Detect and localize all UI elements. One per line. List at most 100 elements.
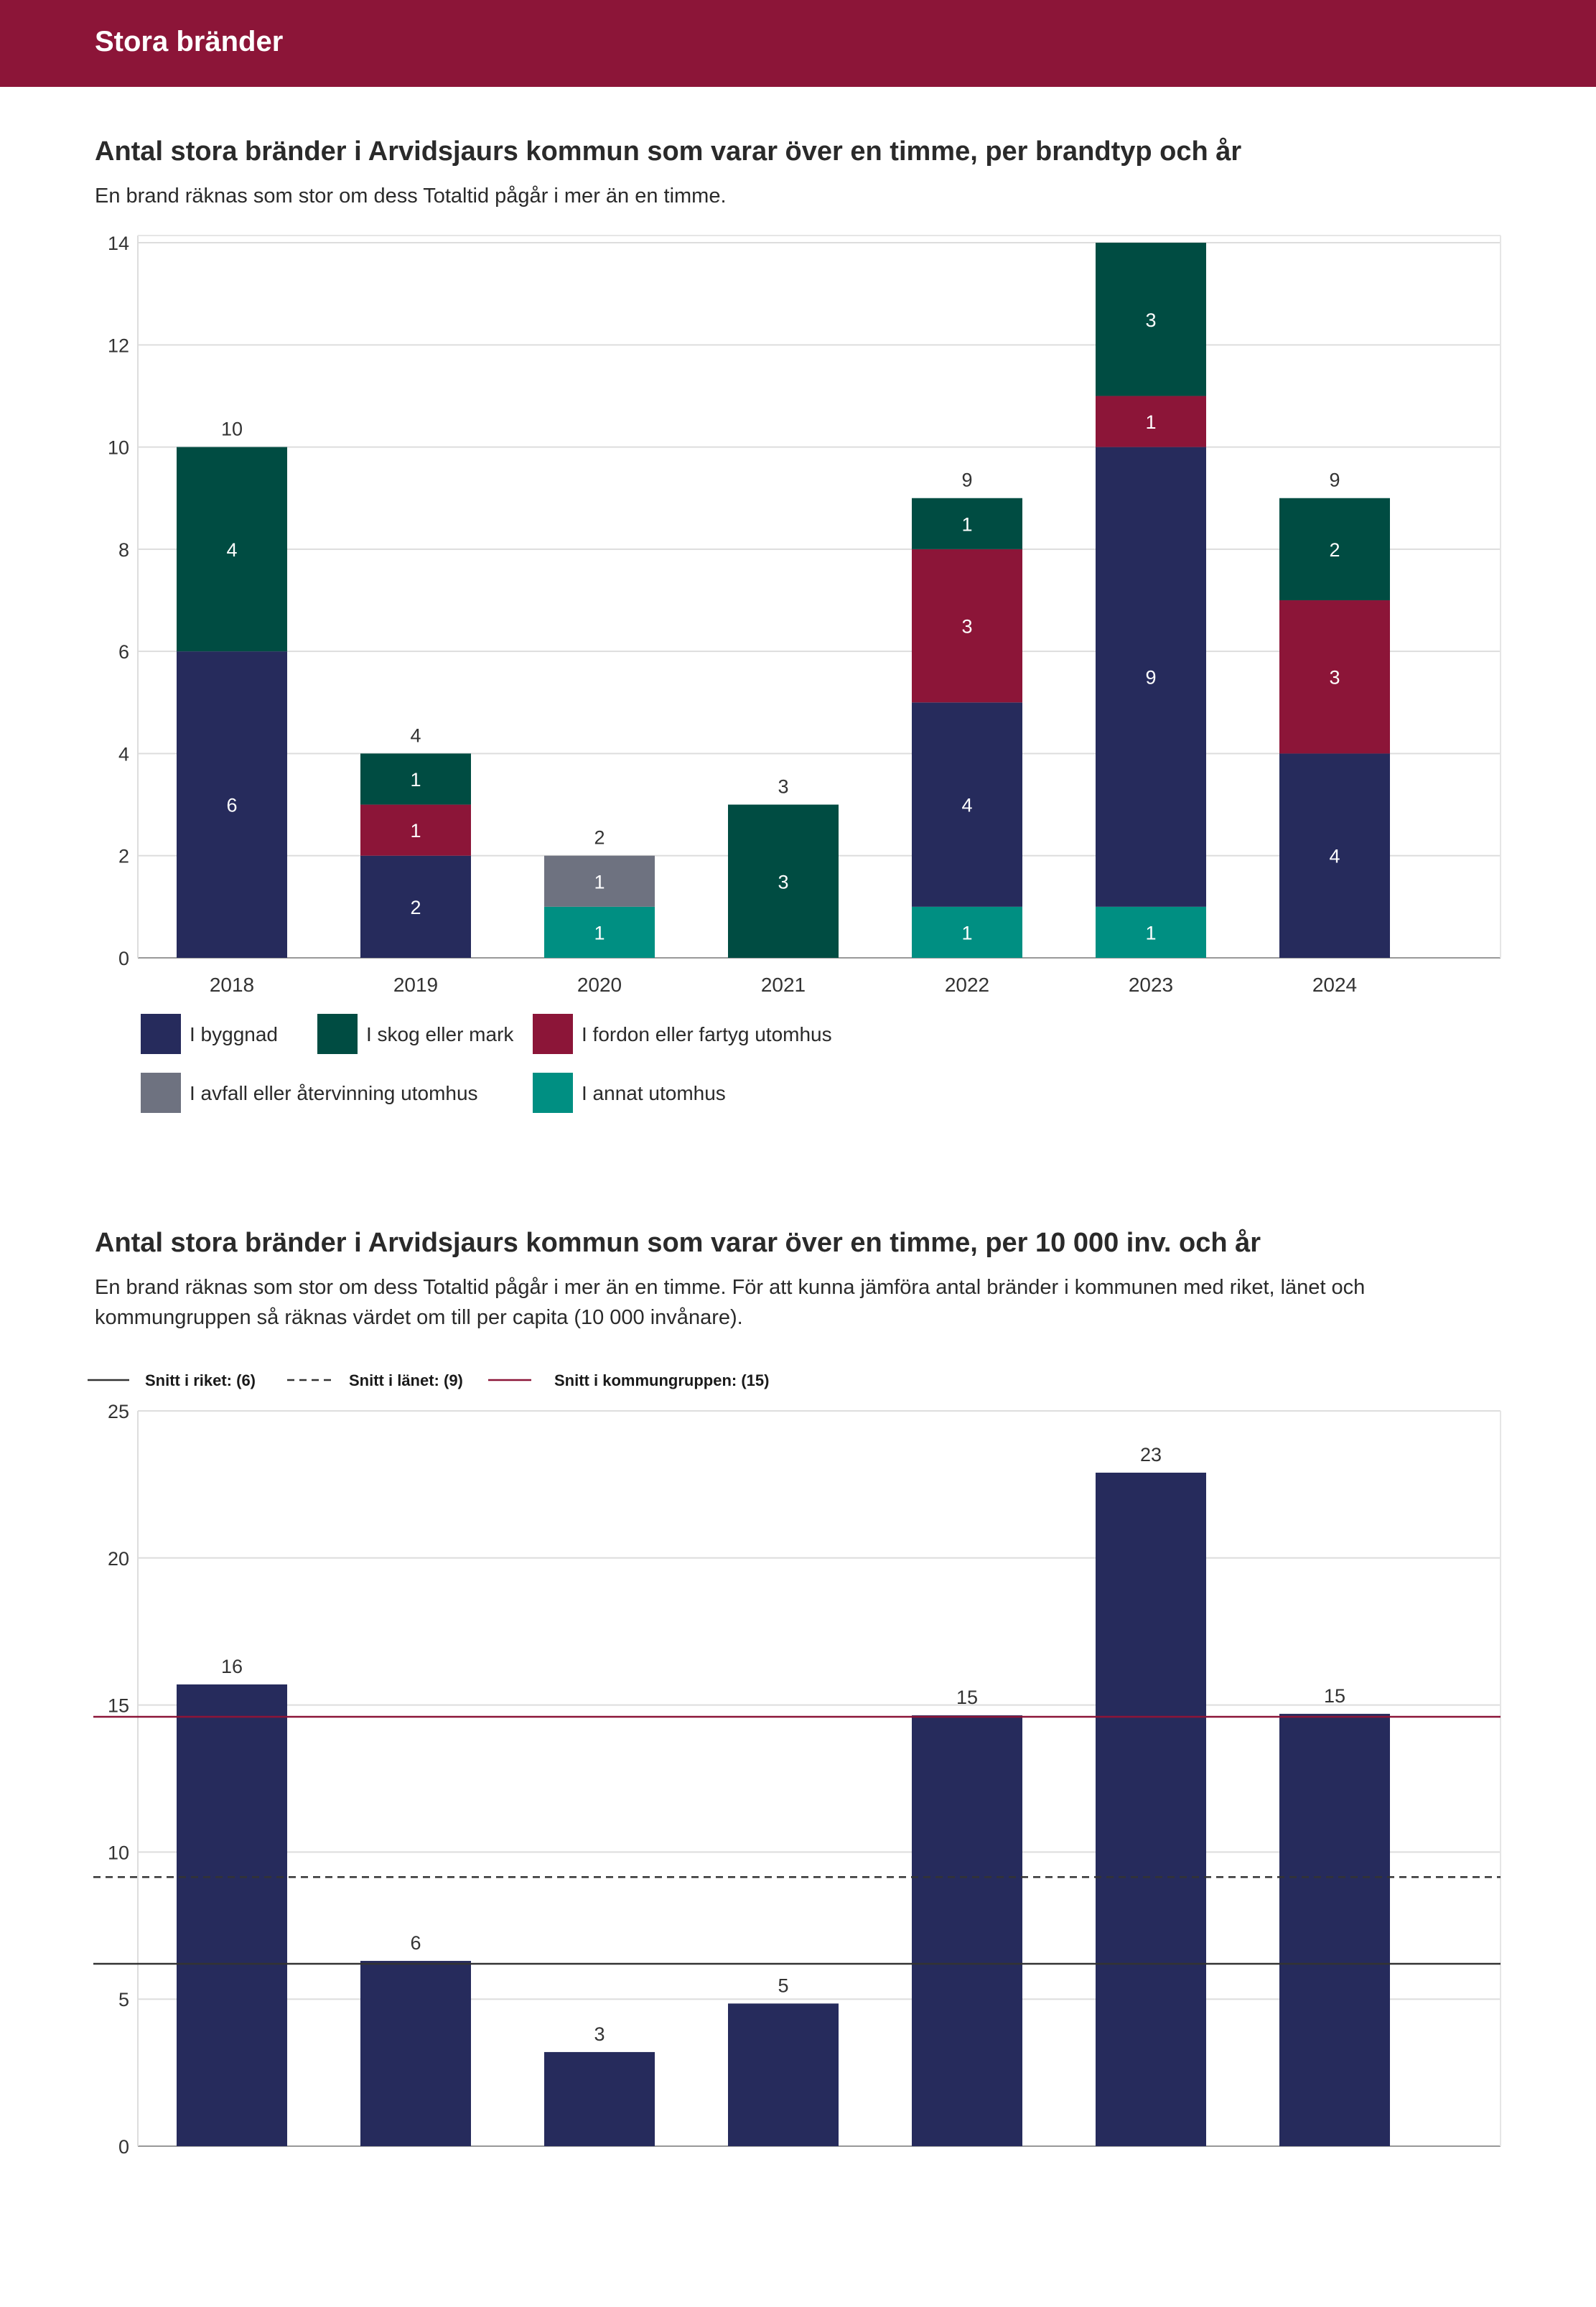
chart1-y-tick-label: 14	[108, 233, 129, 254]
chart1-segment-label: 3	[961, 616, 972, 638]
chart1-segment-label: 4	[1329, 846, 1340, 867]
chart1-y-tick-label: 4	[118, 743, 129, 765]
chart1-bar-segment	[360, 855, 471, 958]
chart2-value-label: 3	[594, 2023, 605, 2045]
chart2-value-label: 23	[1140, 1444, 1162, 1465]
chart1-y-tick-label: 10	[108, 437, 129, 459]
chart2-value-label: 15	[1324, 1685, 1345, 1707]
chart1-total-label: 2	[594, 827, 605, 849]
chart1-segment-label: 3	[1329, 667, 1340, 689]
chart2-y-tick-label: 20	[108, 1548, 129, 1570]
chart1-segment-label: 1	[1145, 922, 1156, 943]
chart1-total-label: 10	[221, 419, 243, 440]
chart2-bar	[912, 1715, 1022, 2146]
chart2-bar	[1279, 1713, 1390, 2146]
chart1-segment-label: 2	[1329, 539, 1340, 561]
chart1-bar-segment	[177, 447, 287, 652]
chart1-svg: 0246810121464102018211420191122020332021…	[108, 233, 1501, 1113]
chart1-bar-segment	[1279, 753, 1390, 958]
chart1-bar-segment	[1279, 600, 1390, 754]
chart1-legend-swatch	[533, 1014, 573, 1054]
chart1-legend-swatch	[141, 1014, 181, 1054]
chart1-y-tick-label: 12	[108, 335, 129, 356]
chart2-y-tick-label: 10	[108, 1842, 129, 1863]
chart1-segment-label: 3	[778, 871, 788, 892]
chart1-subtitle: En brand räknas som stor om dess Totalti…	[95, 185, 727, 208]
chart1-legend-swatch	[141, 1073, 181, 1113]
chart1-x-tick-label: 2021	[761, 974, 806, 996]
chart1-x-tick-label: 2019	[393, 974, 438, 996]
chart1-x-tick-label: 2024	[1312, 974, 1357, 996]
chart2-bar	[544, 2051, 655, 2146]
chart2-svg: Snitt i riket: (6) Snitt i länet: (9) Snit…	[88, 1371, 1501, 2154]
chart1-total-label: 9	[1329, 470, 1340, 491]
chart2-value-label: 15	[956, 1687, 978, 1708]
chart1-segment-label: 6	[226, 795, 237, 816]
chart1-segment-label: 1	[1145, 411, 1156, 433]
chart1-segment-label: 1	[961, 513, 972, 535]
page-header: Stora bränder	[0, 0, 1596, 87]
chart1-legend-label: I skog eller mark	[366, 1023, 514, 1045]
chart1-bar-segment	[544, 855, 655, 907]
chart1-legend-swatch	[317, 1014, 358, 1054]
chart2-y-tick-label: 5	[118, 1989, 129, 2010]
chart2-bar	[360, 1960, 471, 2146]
chart1-segment-label: 1	[961, 922, 972, 943]
chart2-legend-label: Snitt i riket: (6)	[145, 1371, 256, 1389]
chart1-bar-segment	[1096, 243, 1206, 396]
chart1-bar-segment	[912, 906, 1022, 958]
chart1-x-tick-label: 2018	[210, 974, 254, 996]
chart2-y-tick-label: 0	[118, 2136, 129, 2154]
chart1-segment-label: 4	[226, 539, 237, 561]
chart1-segment-label: 2	[410, 897, 421, 918]
chart2-subtitle: En brand räknas som stor om dess Totalti…	[95, 1276, 1366, 1329]
chart1-legend-label: I avfall eller återvinning utomhus	[190, 1082, 478, 1104]
chart1-segment-label: 4	[961, 795, 972, 816]
chart1-bar-segment	[360, 753, 471, 805]
chart1-bar-segment	[1096, 396, 1206, 447]
chart2-value-label: 5	[778, 1975, 788, 1996]
chart1-bar-segment	[912, 549, 1022, 703]
chart2-bar	[728, 2003, 839, 2146]
chart2-y-tick-label: 25	[108, 1401, 129, 1422]
chart1-total-label: 9	[961, 470, 972, 491]
chart1-segment-label: 1	[410, 820, 421, 842]
chart1-bar-segment	[544, 906, 655, 958]
chart1-y-tick-label: 8	[118, 539, 129, 561]
chart1-x-tick-label: 2022	[945, 974, 989, 996]
chart1-legend-label: I byggnad	[190, 1023, 278, 1045]
chart2-legend-label: Snitt i länet: (9)	[349, 1371, 463, 1389]
chart2-bar	[1096, 1473, 1206, 2146]
chart1-segment-label: 3	[1145, 309, 1156, 331]
chart1-bar-segment	[728, 804, 839, 958]
chart2-y-tick-label: 15	[108, 1695, 129, 1717]
chart2-title: Antal stora bränder i Arvidsjaurs kommun…	[95, 1228, 1261, 1258]
chart1-title: Antal stora bränder i Arvidsjaurs kommun…	[95, 136, 1242, 167]
chart1-segment-label: 1	[594, 871, 605, 892]
chart1-x-tick-label: 2020	[577, 974, 622, 996]
chart1-bar-segment	[1279, 498, 1390, 601]
chart2-value-label: 16	[221, 1656, 243, 1677]
chart1-segment-label: 9	[1145, 667, 1156, 689]
chart1-bar-segment	[912, 498, 1022, 549]
chart1-y-tick-label: 6	[118, 641, 129, 663]
chart1-segment-label: 1	[594, 922, 605, 943]
chart1-bar-segment	[177, 651, 287, 958]
chart1-total-label: 4	[410, 724, 421, 746]
chart1-bar-segment	[360, 804, 471, 856]
chart1-segment-label: 1	[410, 769, 421, 791]
chart1-y-tick-label: 0	[118, 948, 129, 969]
chart2-value-label: 6	[410, 1932, 421, 1954]
chart1-legend-label: I annat utomhus	[582, 1082, 726, 1104]
chart1-y-tick-label: 2	[118, 846, 129, 867]
chart1-legend-swatch	[533, 1073, 573, 1113]
chart1-bar-segment	[1096, 906, 1206, 958]
chart1-bar-segment	[1096, 447, 1206, 907]
chart2-bar	[177, 1684, 287, 2146]
chart1-bar-segment	[912, 702, 1022, 907]
chart1-x-tick-label: 2023	[1129, 974, 1173, 996]
chart1-total-label: 3	[778, 776, 788, 798]
page-title: Stora bränder	[95, 26, 284, 57]
chart1-legend-label: I fordon eller fartyg utomhus	[582, 1023, 832, 1045]
chart2-legend-label: Snitt i kommungruppen: (15)	[554, 1371, 769, 1389]
